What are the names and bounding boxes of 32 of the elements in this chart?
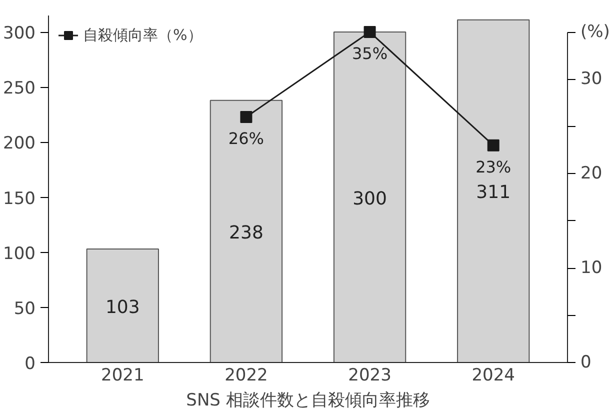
- point: [487, 139, 500, 152]
- legend-label: 自殺傾向率（%）: [83, 26, 202, 44]
- y-tick-label: 50: [14, 298, 36, 319]
- point: [240, 111, 252, 124]
- bar: [457, 19, 530, 362]
- data-label: 311: [476, 182, 511, 204]
- data-label: 35%: [352, 44, 388, 64]
- y-tick-label: 200: [3, 134, 36, 154]
- point: [364, 26, 376, 38]
- y2-tick-label: 30: [580, 69, 602, 90]
- data-label: 103: [105, 296, 140, 318]
- data-label: 23%: [476, 157, 512, 176]
- y2-tick-label: (%): [580, 22, 610, 42]
- y2-tick-label: 10: [580, 258, 602, 278]
- data-label: 300: [352, 188, 387, 210]
- bar: [333, 32, 406, 362]
- data-label: 238: [229, 222, 264, 244]
- x-tick-label: 2023: [348, 366, 392, 386]
- x-tick-label: 2022: [224, 366, 268, 386]
- bar: [210, 100, 283, 362]
- y-tick-label: 300: [3, 24, 36, 44]
- y-tick-label: 0: [24, 354, 36, 374]
- y2-tick-label: 0: [580, 352, 592, 372]
- text: SNS 相談件数と自殺傾向率推移: [186, 390, 430, 410]
- data-label: 26%: [228, 129, 264, 148]
- y-tick-label: 250: [3, 78, 36, 99]
- y-tick-label: 150: [3, 188, 36, 209]
- y2-tick-label: 20: [580, 164, 602, 184]
- x-tick-label: 2024: [472, 366, 515, 386]
- x-tick-label: 2021: [101, 366, 144, 386]
- y-tick-label: 100: [3, 244, 36, 264]
- bar: [86, 248, 159, 362]
